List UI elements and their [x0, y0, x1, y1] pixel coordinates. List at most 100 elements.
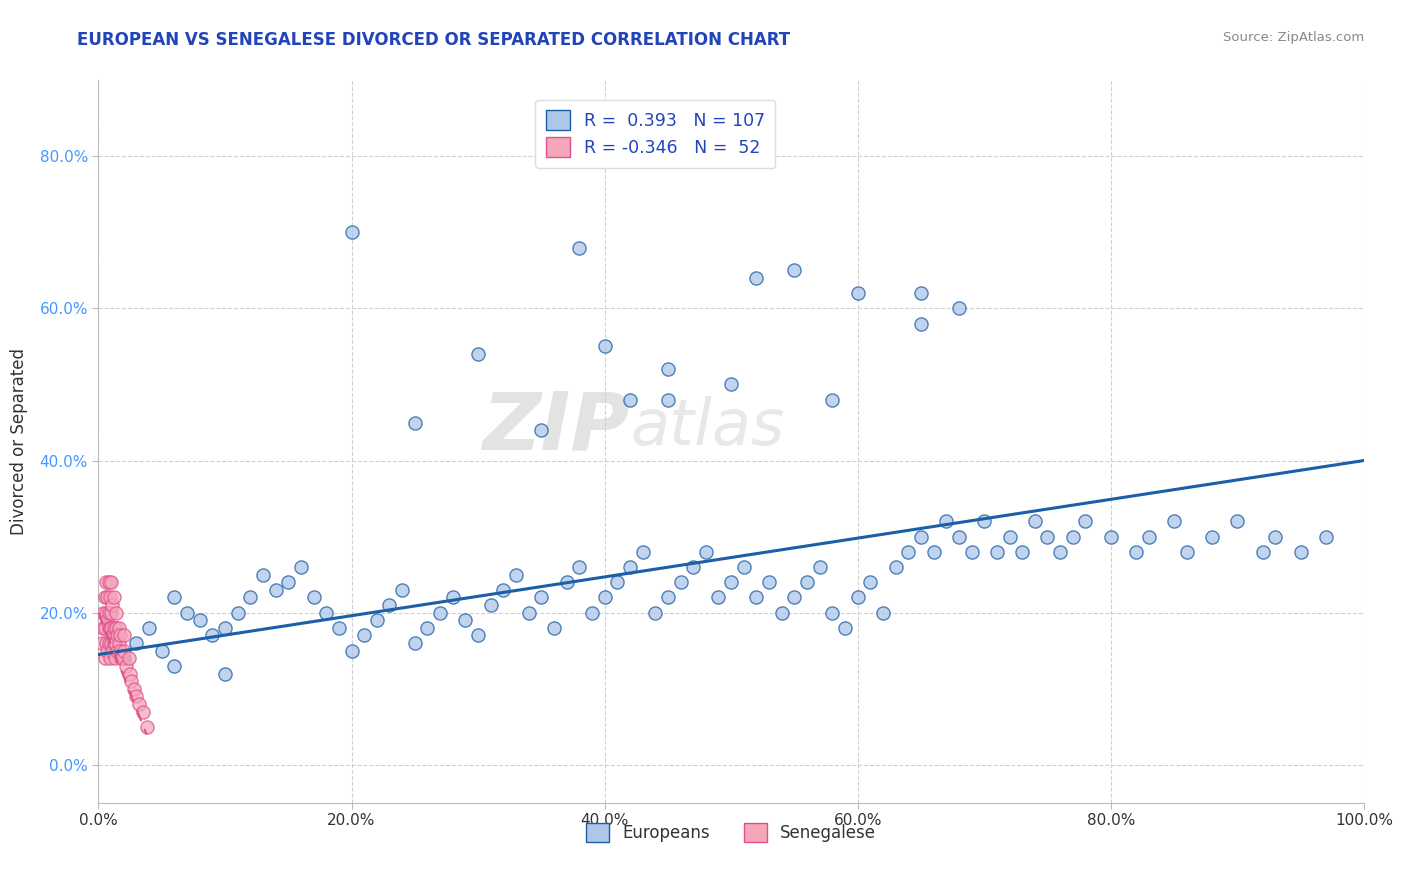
Point — [96, 591, 118, 605]
Point — [97, 621, 120, 635]
Point — [163, 659, 186, 673]
Point — [631, 545, 654, 559]
Point — [135, 720, 157, 734]
Point — [340, 226, 363, 240]
Point — [1099, 530, 1122, 544]
Point — [479, 598, 502, 612]
Point — [644, 606, 666, 620]
Text: EUROPEAN VS SENEGALESE DIVORCED OR SEPARATED CORRELATION CHART: EUROPEAN VS SENEGALESE DIVORCED OR SEPAR… — [77, 31, 790, 49]
Y-axis label: Divorced or Separated: Divorced or Separated — [10, 348, 28, 535]
Point — [103, 621, 125, 635]
Point — [315, 606, 337, 620]
Point — [132, 705, 155, 719]
Point — [682, 560, 704, 574]
Point — [619, 392, 641, 407]
Point — [302, 591, 325, 605]
Point — [214, 621, 236, 635]
Point — [808, 560, 831, 574]
Point — [104, 636, 127, 650]
Point — [1264, 530, 1286, 544]
Point — [821, 606, 844, 620]
Point — [120, 666, 141, 681]
Point — [103, 636, 125, 650]
Point — [98, 591, 121, 605]
Point — [110, 651, 132, 665]
Point — [467, 347, 489, 361]
Point — [163, 591, 186, 605]
Point — [846, 591, 869, 605]
Point — [998, 530, 1021, 544]
Point — [568, 241, 591, 255]
Point — [103, 591, 125, 605]
Point — [107, 628, 129, 642]
Point — [960, 545, 983, 559]
Point — [530, 591, 553, 605]
Point — [1024, 515, 1046, 529]
Point — [467, 628, 489, 642]
Point — [328, 621, 350, 635]
Point — [770, 606, 793, 620]
Point — [948, 530, 970, 544]
Point — [986, 545, 1008, 559]
Point — [530, 423, 553, 437]
Point — [128, 697, 150, 711]
Point — [104, 651, 127, 665]
Point — [441, 591, 464, 605]
Point — [505, 567, 527, 582]
Point — [98, 621, 121, 635]
Point — [125, 636, 148, 650]
Point — [404, 636, 426, 650]
Point — [112, 643, 135, 657]
Point — [973, 515, 995, 529]
Point — [429, 606, 451, 620]
Point — [107, 643, 129, 657]
Point — [201, 628, 224, 642]
Point — [100, 636, 122, 650]
Point — [872, 606, 894, 620]
Point — [669, 575, 692, 590]
Point — [1315, 530, 1337, 544]
Point — [593, 339, 616, 353]
Point — [111, 651, 134, 665]
Point — [935, 515, 957, 529]
Point — [897, 545, 920, 559]
Point — [122, 681, 145, 696]
Point — [948, 301, 970, 316]
Point — [120, 674, 142, 689]
Point — [1201, 530, 1223, 544]
Point — [107, 621, 129, 635]
Point — [93, 621, 115, 635]
Point — [112, 628, 135, 642]
Point — [93, 606, 115, 620]
Point — [796, 575, 818, 590]
Point — [758, 575, 780, 590]
Point — [91, 636, 114, 650]
Point — [118, 651, 141, 665]
Point — [910, 317, 932, 331]
Point — [108, 643, 131, 657]
Point — [93, 651, 117, 665]
Point — [366, 613, 388, 627]
Point — [555, 575, 578, 590]
Point — [1125, 545, 1147, 559]
Point — [910, 530, 932, 544]
Point — [125, 690, 148, 704]
Point — [98, 651, 121, 665]
Point — [593, 591, 616, 605]
Point — [97, 606, 120, 620]
Point — [821, 392, 844, 407]
Point — [783, 263, 806, 277]
Point — [834, 621, 856, 635]
Point — [101, 598, 124, 612]
Point — [454, 613, 477, 627]
Point — [176, 606, 198, 620]
Point — [378, 598, 401, 612]
Point — [695, 545, 717, 559]
Point — [1011, 545, 1033, 559]
Point — [277, 575, 299, 590]
Point — [107, 636, 129, 650]
Point — [252, 567, 274, 582]
Text: ZIP: ZIP — [482, 388, 630, 467]
Point — [214, 666, 236, 681]
Point — [150, 643, 173, 657]
